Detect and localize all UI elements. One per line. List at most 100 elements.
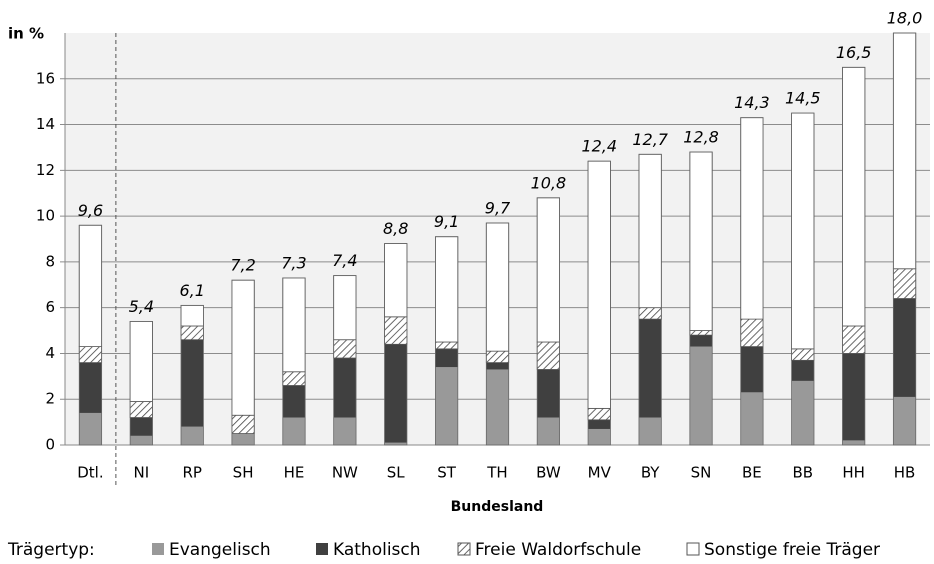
total-label: 18,0 [887, 9, 923, 28]
legend-label: Evangelisch [169, 540, 271, 560]
x-tick-label: Dtl. [77, 464, 103, 482]
bar-segment [79, 362, 102, 413]
bar-segment [638, 417, 662, 445]
total-label: 14,3 [734, 93, 770, 112]
total-label: 12,8 [683, 128, 719, 147]
x-tick-label: NW [332, 464, 358, 482]
y-tick-label: 0 [45, 436, 55, 454]
x-tick-label: BE [742, 464, 762, 482]
bar-outline [333, 275, 357, 446]
bar-outline [231, 279, 255, 446]
y-tick-label: 6 [45, 298, 55, 316]
bar-segment [333, 339, 357, 359]
x-tick-label: HE [284, 464, 305, 482]
bar-outline [180, 304, 204, 446]
bar-segment [384, 442, 407, 445]
x-tick-label: NI [133, 464, 149, 482]
x-tick-label: HH [842, 464, 865, 482]
bar-segment [435, 341, 459, 350]
x-tick-label: HB [894, 464, 916, 482]
bar-segment [587, 407, 611, 421]
bar-segment [282, 417, 306, 445]
bar-segment [842, 66, 866, 327]
legend-swatch [457, 542, 471, 556]
bar-segment [282, 277, 306, 373]
bar-segment [181, 339, 204, 427]
bar-segment [180, 304, 204, 327]
bar-outline [638, 153, 662, 446]
bar-outline [384, 243, 408, 446]
x-tick-label: SL [387, 464, 406, 482]
bar-outline [536, 197, 560, 446]
bar-segment [435, 236, 459, 343]
x-tick-label: MV [588, 464, 612, 482]
bar-segment [79, 412, 102, 445]
x-tick-label: BB [792, 464, 813, 482]
bar-outline [485, 222, 510, 446]
x-tick-label: ST [437, 464, 457, 482]
bar-segment [740, 117, 764, 320]
bar-segment [689, 335, 713, 347]
bar-segment [129, 320, 153, 402]
total-label: 7,4 [332, 251, 357, 270]
bar-segment [384, 316, 408, 345]
total-label: 8,8 [383, 219, 408, 238]
y-tick-label: 8 [45, 252, 55, 270]
y-axis-label: in % [8, 25, 44, 43]
bar-segment [689, 151, 713, 331]
total-label: 7,2 [230, 256, 255, 275]
legend-swatch [316, 543, 328, 555]
bar-segment [892, 32, 917, 270]
bar-segment [638, 319, 662, 418]
bar-segment [130, 417, 153, 436]
bar-outline [740, 117, 764, 446]
legend-label: Freie Waldorfschule [475, 540, 641, 560]
bar-segment [486, 369, 509, 445]
bar-outline [587, 160, 611, 446]
bar-segment [740, 392, 764, 445]
total-label: 12,7 [632, 130, 668, 149]
total-label: 16,5 [836, 43, 872, 62]
bar-outline [129, 320, 153, 446]
legend-title: Trägertyp: [7, 540, 95, 560]
bar-segment [333, 275, 357, 341]
total-label: 7,3 [281, 253, 306, 272]
total-label: 9,7 [485, 198, 511, 217]
y-tick-label: 16 [36, 69, 55, 87]
x-tick-label: SN [691, 464, 712, 482]
bar-segment [384, 344, 407, 443]
bar-segment [893, 298, 916, 397]
bar-segment [486, 362, 509, 370]
y-tick-label: 14 [36, 115, 55, 133]
y-tick-label: 10 [36, 207, 55, 225]
bar-segment [791, 380, 814, 445]
x-tick-label: BY [641, 464, 660, 482]
bar-segment [333, 358, 357, 418]
bar-segment [282, 371, 306, 386]
bar-outline [842, 66, 866, 446]
bar-segment [791, 360, 814, 381]
bar-segment [485, 222, 510, 352]
bar-segment [638, 307, 662, 320]
total-label: 14,5 [785, 89, 821, 108]
bar-segment [181, 426, 204, 445]
total-label: 12,4 [581, 137, 617, 156]
bar-segment [740, 346, 764, 393]
bar-segment [740, 318, 764, 347]
bar-outline [892, 32, 917, 446]
bar-segment [892, 268, 917, 299]
total-label: 9,1 [434, 212, 459, 231]
bar-segment [588, 419, 611, 429]
bar-segment [537, 417, 560, 445]
bar-segment [842, 440, 865, 445]
total-label: 9,6 [78, 201, 103, 220]
bar-segment [791, 112, 815, 350]
legend-swatch [152, 543, 164, 555]
bar-outline [78, 224, 103, 446]
bar-segment [588, 428, 611, 445]
bar-segment [537, 369, 560, 418]
bar-segment [435, 367, 458, 445]
bar-segment [536, 197, 560, 343]
total-label: 5,4 [129, 297, 154, 316]
